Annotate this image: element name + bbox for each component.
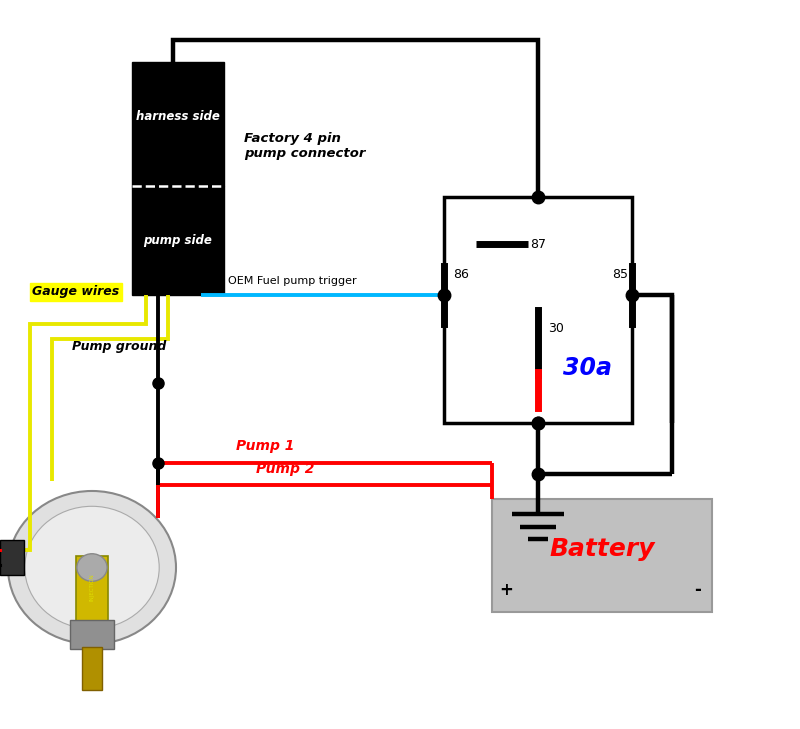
- Text: Factory 4 pin
pump connector: Factory 4 pin pump connector: [244, 132, 366, 160]
- Text: pump side: pump side: [143, 234, 213, 247]
- Bar: [444, 197, 632, 423]
- Text: INJECTION: INJECTION: [90, 573, 94, 601]
- Bar: [132, 186, 224, 295]
- Bar: [0, 539, 24, 574]
- Text: Pump 2: Pump 2: [256, 462, 314, 476]
- Text: +: +: [499, 581, 514, 599]
- Text: -: -: [694, 581, 701, 599]
- Circle shape: [8, 491, 176, 644]
- Text: 86: 86: [454, 268, 470, 281]
- Text: OEM Fuel pump trigger: OEM Fuel pump trigger: [228, 276, 357, 286]
- Bar: [132, 62, 224, 186]
- Bar: [492, 499, 712, 612]
- Text: 30a: 30a: [563, 356, 612, 380]
- Bar: [82, 647, 102, 690]
- Text: harness side: harness side: [136, 110, 220, 123]
- Text: 85: 85: [612, 268, 628, 281]
- Circle shape: [25, 507, 159, 628]
- Text: Gauge wires: Gauge wires: [32, 285, 119, 298]
- Text: Pump 1: Pump 1: [236, 439, 294, 453]
- Bar: [70, 620, 114, 649]
- Text: Pump ground: Pump ground: [72, 340, 166, 353]
- Text: 30: 30: [548, 321, 563, 335]
- Bar: [76, 556, 108, 621]
- Circle shape: [77, 554, 107, 581]
- Text: 87: 87: [530, 238, 546, 251]
- Text: Battery: Battery: [550, 537, 654, 561]
